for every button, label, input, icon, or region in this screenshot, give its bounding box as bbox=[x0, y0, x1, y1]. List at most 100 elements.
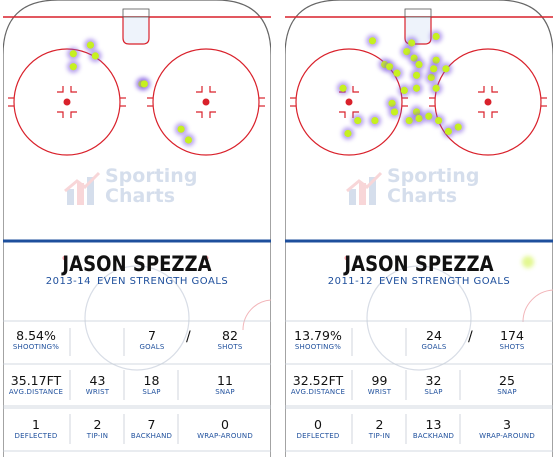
stat-label: BACKHAND bbox=[412, 432, 455, 440]
stat-value: 24 bbox=[426, 328, 442, 343]
goal-point bbox=[339, 84, 347, 92]
stat-shooting-pct: 8.54% SHOOTING% bbox=[3, 329, 69, 352]
stat-value: 7 bbox=[147, 417, 156, 432]
stat-value: 0 bbox=[314, 417, 322, 432]
watermark-logo-icon bbox=[64, 171, 101, 205]
goal-point bbox=[430, 65, 438, 73]
stat-label: WRAP-AROUND bbox=[197, 432, 253, 440]
stat-label: SHOOTING% bbox=[12, 343, 60, 351]
stat-value: 99 bbox=[371, 373, 388, 388]
goal-point bbox=[432, 84, 440, 92]
stat-value: 32 bbox=[425, 373, 442, 388]
stat-value: 13 bbox=[425, 417, 442, 432]
stat-value: 82 bbox=[222, 328, 238, 343]
goal-point bbox=[140, 80, 148, 88]
stat-label: WRIST bbox=[85, 388, 110, 396]
stat-backhand: 7 BACKHAND bbox=[125, 418, 178, 441]
stat-value: 13.79% bbox=[294, 328, 342, 343]
goal-point bbox=[371, 116, 379, 125]
goal-point bbox=[86, 41, 95, 49]
stat-slap: 18 SLAP bbox=[125, 374, 178, 397]
player-name: JASON SPEZZA bbox=[62, 252, 212, 276]
goal-point bbox=[415, 60, 423, 69]
stat-value: 18 bbox=[143, 373, 160, 388]
stat-snap: 25 SNAP bbox=[461, 374, 553, 397]
stat-label: SLAP bbox=[142, 388, 161, 396]
stat-deflected: 1 DEFLECTED bbox=[3, 418, 69, 441]
stat-value: 25 bbox=[499, 373, 515, 388]
goal-point bbox=[405, 116, 413, 125]
stat-label: GOALS bbox=[139, 343, 165, 351]
goal-point bbox=[400, 86, 408, 94]
shot-chart-card-2011-12: Sporting Charts JASON SPEZZA 2011-12 EVEN… bbox=[285, 0, 553, 457]
watermark-text-line2: Charts bbox=[105, 185, 176, 207]
stat-label: SHOTS bbox=[499, 343, 525, 351]
watermark-logo-icon bbox=[346, 171, 383, 205]
stat-label: TIP-IN bbox=[86, 432, 109, 440]
goal-point bbox=[393, 69, 401, 77]
goal-point bbox=[69, 63, 77, 71]
stat-value: 11 bbox=[217, 373, 233, 388]
stat-label: SNAP bbox=[497, 388, 517, 396]
stat-shooting-pct: 13.79% SHOOTING% bbox=[285, 329, 351, 352]
goals-shots-separator: / bbox=[468, 329, 473, 345]
stat-deflected: 0 DEFLECTED bbox=[285, 418, 351, 441]
stat-wrist: 43 WRIST bbox=[71, 374, 124, 397]
stat-value: 7 bbox=[148, 328, 156, 343]
stat-value: 2 bbox=[93, 417, 102, 432]
stat-label: SHOTS bbox=[217, 343, 243, 351]
season-label: 2013-14 bbox=[45, 276, 92, 287]
stat-wraparound: 3 WRAP-AROUND bbox=[461, 418, 553, 441]
goal-point bbox=[412, 84, 421, 92]
goal-point bbox=[427, 73, 435, 82]
stat-shots: 82 SHOTS bbox=[201, 329, 259, 352]
stat-goals: 24 GOALS bbox=[407, 329, 461, 352]
goal-point bbox=[184, 136, 193, 144]
stat-value: 43 bbox=[89, 373, 106, 388]
watermark-text-line2: Charts bbox=[387, 185, 458, 207]
stat-label: DEFLECTED bbox=[296, 432, 340, 440]
season-subtitle: 2011-12 EVEN STRENGTH GOALS bbox=[285, 276, 553, 287]
goal-point bbox=[435, 116, 443, 125]
stat-label: BACKHAND bbox=[130, 432, 173, 440]
stat-label: SHOOTING% bbox=[294, 343, 342, 351]
goal-point bbox=[388, 99, 396, 107]
player-name: JASON SPEZZA bbox=[344, 252, 494, 276]
goal-point bbox=[408, 39, 416, 47]
stat-shots: 174 SHOTS bbox=[483, 329, 541, 352]
watermark-text-line1: Sporting bbox=[387, 165, 480, 187]
stat-label: DEFLECTED bbox=[14, 432, 58, 440]
stat-avg-distance: 35.17FT AVG.DISTANCE bbox=[3, 374, 69, 397]
rink-diagram bbox=[285, 0, 553, 457]
stat-label: WRAP-AROUND bbox=[479, 432, 535, 440]
goal-point bbox=[91, 52, 99, 60]
stat-goals: 7 GOALS bbox=[125, 329, 179, 352]
watermark-text-line1: Sporting bbox=[105, 165, 198, 187]
goal-point bbox=[444, 127, 452, 135]
season-label: 2011-12 bbox=[327, 276, 374, 287]
stat-label: SLAP bbox=[424, 388, 443, 396]
stat-value: 1 bbox=[32, 417, 40, 432]
goals-shots-separator: / bbox=[186, 329, 191, 345]
goal-point bbox=[412, 71, 421, 79]
sportingcharts-watermark: Sporting Charts bbox=[63, 165, 213, 215]
goal-point bbox=[69, 50, 77, 58]
goal-point bbox=[386, 63, 394, 71]
stat-tipin: 2 TIP-IN bbox=[353, 418, 406, 441]
stat-label: GOALS bbox=[421, 343, 447, 351]
strength-label: EVEN STRENGTH GOALS bbox=[379, 276, 511, 287]
goal-point bbox=[344, 129, 352, 138]
stat-backhand: 13 BACKHAND bbox=[407, 418, 460, 441]
strength-label: EVEN STRENGTH GOALS bbox=[97, 276, 229, 287]
stat-wraparound: 0 WRAP-AROUND bbox=[179, 418, 271, 441]
goal-point bbox=[442, 65, 450, 73]
rink-diagram bbox=[3, 0, 271, 457]
stat-label: SNAP bbox=[215, 388, 235, 396]
goal-point bbox=[368, 37, 377, 45]
stat-value: 3 bbox=[503, 417, 511, 432]
stat-value: 35.17FT bbox=[10, 373, 62, 388]
stat-label: TIP-IN bbox=[368, 432, 391, 440]
stat-avg-distance: 32.52FT AVG.DISTANCE bbox=[285, 374, 351, 397]
goal-point bbox=[354, 116, 362, 125]
goal-point bbox=[415, 114, 423, 123]
